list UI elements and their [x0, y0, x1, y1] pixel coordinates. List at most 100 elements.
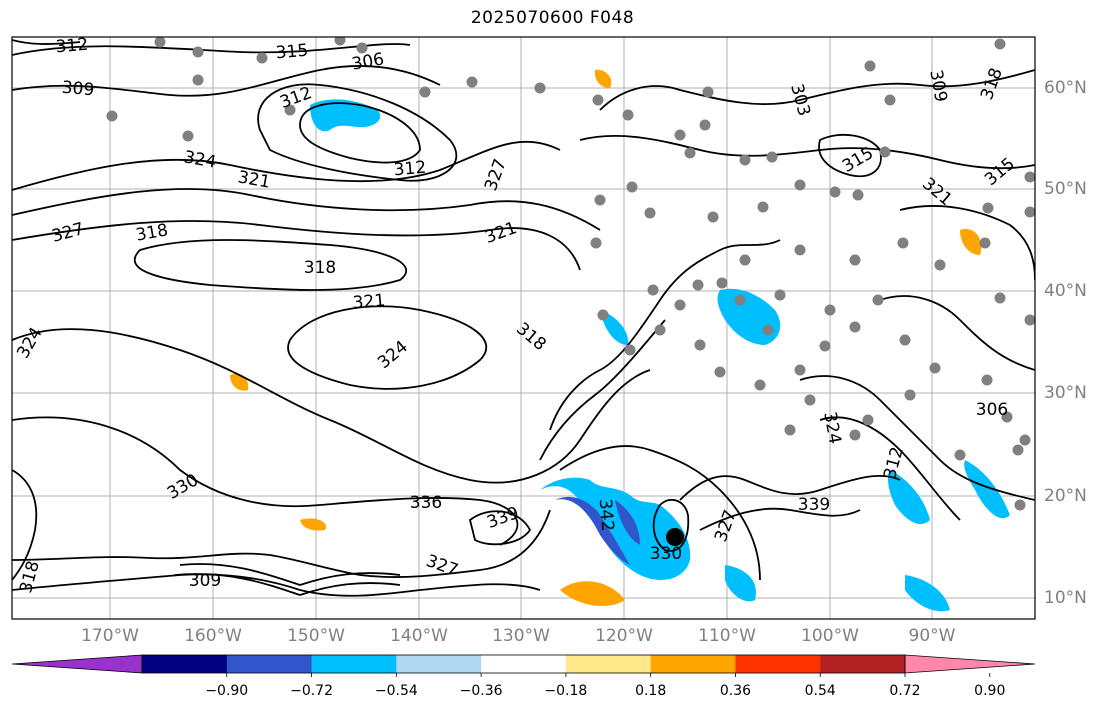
contour-label: 309 [61, 78, 95, 101]
station-markers [106, 37, 1035, 511]
station-dot [192, 46, 204, 58]
station-dot [794, 179, 806, 191]
station-dot [849, 254, 861, 266]
station-dot [592, 94, 604, 106]
station-dot [534, 82, 546, 94]
colorbar-segment [481, 655, 567, 673]
station-dot [654, 324, 666, 336]
station-dot [994, 38, 1006, 50]
station-dot [754, 379, 766, 391]
station-dot [1014, 499, 1026, 511]
colorbar-segment [311, 655, 397, 673]
lat-label: 30°N [1044, 383, 1087, 403]
contour-label: 330 [650, 544, 682, 564]
colorbar-tick-label: 0.36 [719, 683, 752, 699]
colorbar-segment [820, 655, 906, 673]
station-dot [884, 94, 896, 106]
station-dot [934, 259, 946, 271]
station-dot [647, 284, 659, 296]
colorbar-segment [226, 655, 313, 673]
lat-label: 40°N [1044, 281, 1087, 301]
station-dot [734, 294, 746, 306]
colorbar-segment [396, 655, 482, 673]
map-frame [11, 36, 1036, 620]
contour-label: 306 [976, 400, 1008, 420]
lon-label: 90°W [908, 626, 956, 646]
station-dot [626, 181, 638, 193]
station-dot [1001, 411, 1013, 423]
station-dot [284, 104, 296, 116]
lat-label: 20°N [1044, 486, 1087, 506]
station-dot [897, 237, 909, 249]
station-dot [707, 211, 719, 223]
colorbar-tick-label: −0.54 [374, 683, 418, 699]
lat-label: 60°N [1044, 78, 1087, 98]
colorbar-tick-label: −0.36 [459, 683, 503, 699]
contour-label: 312 [55, 35, 89, 58]
station-dot [594, 194, 606, 206]
contour-label: 336 [410, 493, 442, 513]
map-title: 2025070600 F048 [470, 8, 635, 28]
lat-label: 50°N [1044, 179, 1087, 199]
lon-label: 120°W [595, 626, 653, 646]
colorbar-tick-label: 0.90 [974, 683, 1006, 699]
colorbar-tick-label: −0.18 [544, 683, 588, 699]
station-dot [849, 321, 861, 333]
contour-label: 312 [393, 158, 427, 181]
station-dot [1012, 444, 1024, 456]
station-dot [784, 424, 796, 436]
station-dot [899, 334, 911, 346]
station-dot [829, 186, 841, 198]
station-dot [644, 207, 656, 219]
station-dot [824, 304, 836, 316]
storm-center-marker [666, 528, 684, 546]
contour-label: 318 [304, 258, 336, 278]
station-dot [904, 389, 916, 401]
station-dot [419, 86, 431, 98]
station-dot [762, 324, 774, 336]
station-dot [979, 237, 991, 249]
lon-label: 140°W [390, 626, 448, 646]
station-dot [674, 129, 686, 141]
station-dot [864, 60, 876, 72]
station-dot [794, 364, 806, 376]
station-dot [154, 37, 166, 48]
contour-label: 342 [595, 498, 618, 532]
station-dot [739, 254, 751, 266]
colorbar-outline [141, 654, 906, 674]
station-dot [804, 394, 816, 406]
contour-label: 321 [352, 291, 386, 314]
station-dot [794, 244, 806, 256]
contour-label: 339 [798, 495, 830, 515]
station-dot [1024, 171, 1035, 183]
lon-label: 130°W [492, 626, 550, 646]
shaded-anomaly-patches [230, 69, 1010, 612]
lon-label: 170°W [81, 626, 139, 646]
station-dot [466, 76, 478, 88]
colorbar-max-extend [904, 654, 1036, 674]
station-dot [714, 366, 726, 378]
station-dot [862, 414, 874, 426]
station-dot [624, 344, 636, 356]
colorbar-segment [735, 655, 821, 673]
station-dot [757, 201, 769, 213]
lon-label: 110°W [698, 626, 756, 646]
station-dot [106, 110, 118, 122]
colorbar-tick-label: 0.72 [889, 683, 921, 699]
station-dot [994, 292, 1006, 304]
station-dot [1024, 314, 1035, 326]
colorbar-segment [650, 655, 736, 673]
isentrope-contours [12, 39, 1035, 597]
station-dot [590, 237, 602, 249]
colorbar-tick-label: 0.18 [635, 683, 667, 699]
station-dot [879, 146, 891, 158]
station-dot [766, 151, 778, 163]
station-dot [622, 109, 634, 121]
colorbar-tick-label: −0.72 [290, 683, 333, 699]
station-dot [699, 119, 711, 131]
station-dot [334, 37, 346, 46]
colorbar-min-extend [11, 654, 143, 674]
colorbar-tick-label: 0.54 [804, 683, 836, 699]
station-dot [819, 340, 831, 352]
